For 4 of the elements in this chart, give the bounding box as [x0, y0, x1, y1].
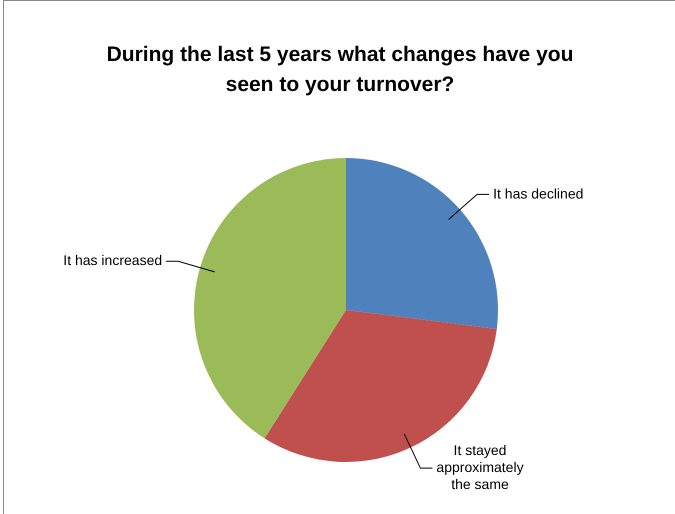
slice-label: It has increased	[63, 252, 162, 268]
slice-label: It stayed approximately the same	[436, 442, 524, 492]
slice-label: It has declined	[493, 185, 584, 202]
chart-title: During the last 5 years what changes have you seen to your turnover?	[106, 42, 574, 98]
